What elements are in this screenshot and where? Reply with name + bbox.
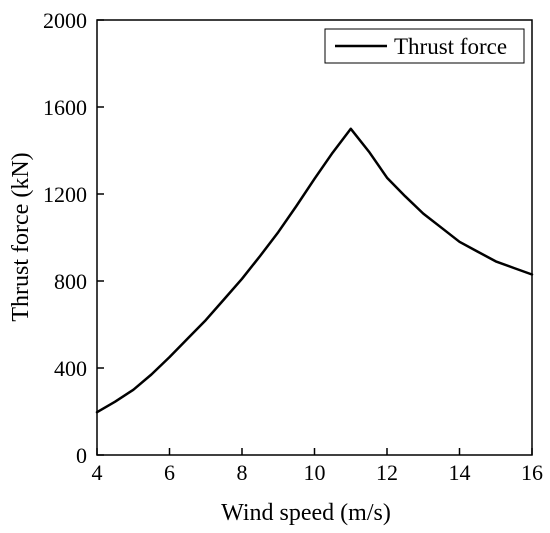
legend-label-thrust-force: Thrust force [394,34,507,59]
y-axis-title: Thrust force (kN) [8,152,34,321]
y-tick-label: 1200 [43,182,87,207]
x-axis-title: Wind speed (m/s) [221,500,391,526]
y-tick-label: 0 [76,443,87,468]
x-tick-label: 10 [304,460,326,485]
x-tick-label: 14 [449,460,471,485]
plot-frame [96,19,533,456]
x-tick-label: 16 [521,460,543,485]
x-tick-label: 8 [237,460,248,485]
y-ticks: 0 400 800 1200 1600 2000 [43,8,104,468]
y-tick-label: 1600 [43,95,87,120]
x-ticks: 4 6 8 10 12 14 16 [92,448,543,485]
legend: Thrust force [324,28,525,64]
series-line-thrust-force [95,127,534,414]
series-layer [95,127,534,414]
x-tick-label: 12 [376,460,398,485]
x-tick-label: 6 [164,460,175,485]
y-tick-label: 400 [54,356,87,381]
y-tick-label: 800 [54,269,87,294]
x-tick-label: 4 [92,460,103,485]
y-tick-label: 2000 [43,8,87,33]
